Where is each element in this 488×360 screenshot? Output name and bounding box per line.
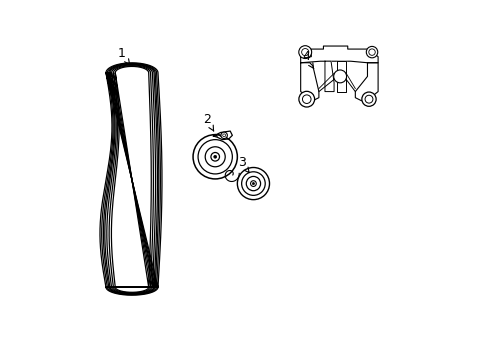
- Text: 2: 2: [203, 113, 213, 131]
- Circle shape: [205, 147, 225, 167]
- Circle shape: [236, 166, 270, 201]
- Circle shape: [252, 183, 254, 185]
- Polygon shape: [355, 63, 377, 101]
- Circle shape: [368, 49, 374, 55]
- Circle shape: [222, 134, 225, 137]
- Circle shape: [241, 172, 264, 195]
- Circle shape: [301, 49, 308, 56]
- Polygon shape: [336, 61, 346, 91]
- Circle shape: [193, 135, 237, 179]
- Text: 1: 1: [117, 47, 129, 64]
- Polygon shape: [300, 46, 377, 63]
- Polygon shape: [300, 63, 318, 101]
- Circle shape: [366, 46, 377, 58]
- Circle shape: [198, 140, 232, 174]
- Text: 3: 3: [237, 156, 248, 172]
- Circle shape: [365, 95, 372, 103]
- Circle shape: [333, 70, 346, 83]
- Circle shape: [246, 176, 260, 191]
- Circle shape: [302, 95, 310, 103]
- Circle shape: [361, 92, 375, 106]
- Polygon shape: [112, 67, 150, 292]
- Circle shape: [191, 133, 239, 181]
- Text: 4: 4: [302, 50, 313, 68]
- Polygon shape: [325, 61, 333, 91]
- Circle shape: [210, 153, 219, 161]
- Circle shape: [250, 181, 256, 186]
- Circle shape: [298, 91, 314, 107]
- Circle shape: [237, 167, 269, 200]
- Circle shape: [298, 46, 311, 59]
- Circle shape: [221, 132, 227, 139]
- Circle shape: [213, 156, 216, 158]
